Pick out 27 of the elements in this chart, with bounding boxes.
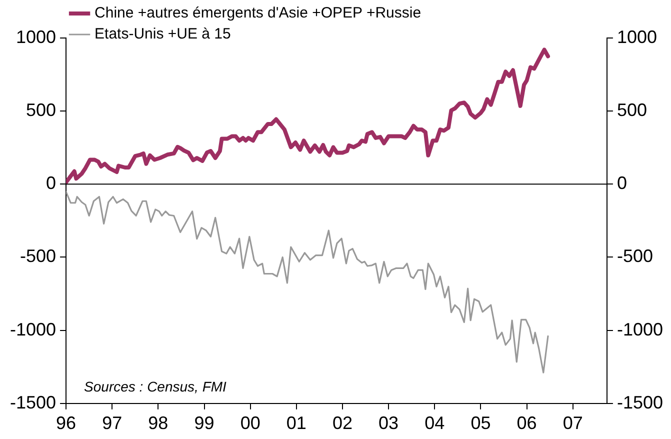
y2-tick-label: 500 [616,100,648,120]
legend-label: Chine +autres émergents d'Asie +OPEP +Russie [94,4,422,22]
x-tick-label: 00 [240,413,260,434]
x-tick-label: 06 [516,413,537,434]
y-tick-label: 1000 [16,26,56,47]
annotation: Sources : Census, FMI [84,378,227,394]
y2-tick-label: -1500 [616,392,664,412]
x-tick-label: 99 [194,413,214,434]
y2-tick-label: 1000 [616,26,658,47]
x-tick-label: 05 [470,413,491,434]
x-tick-label: 01 [286,413,306,434]
y2-tick-label: -1000 [616,319,664,340]
y-tick-label: 500 [26,100,56,120]
x-tick-label: 07 [562,413,583,434]
x-tick-label: 98 [148,413,168,434]
x-tick-label: 02 [332,413,353,434]
x-tick-label: 97 [102,413,122,434]
y-tick-label: -1000 [10,319,56,340]
y-tick-label: -1500 [10,392,56,412]
x-tick-label: 04 [424,413,445,434]
x-tick-label: 96 [56,413,76,434]
y2-tick-label: -500 [616,246,653,266]
legend-label: Etats-Unis +UE à 15 [94,26,231,43]
y-tick-label: 0 [46,173,56,194]
y2-tick-label: 0 [616,173,627,194]
y-tick-label: -500 [20,246,56,266]
x-tick-label: 03 [378,413,399,434]
